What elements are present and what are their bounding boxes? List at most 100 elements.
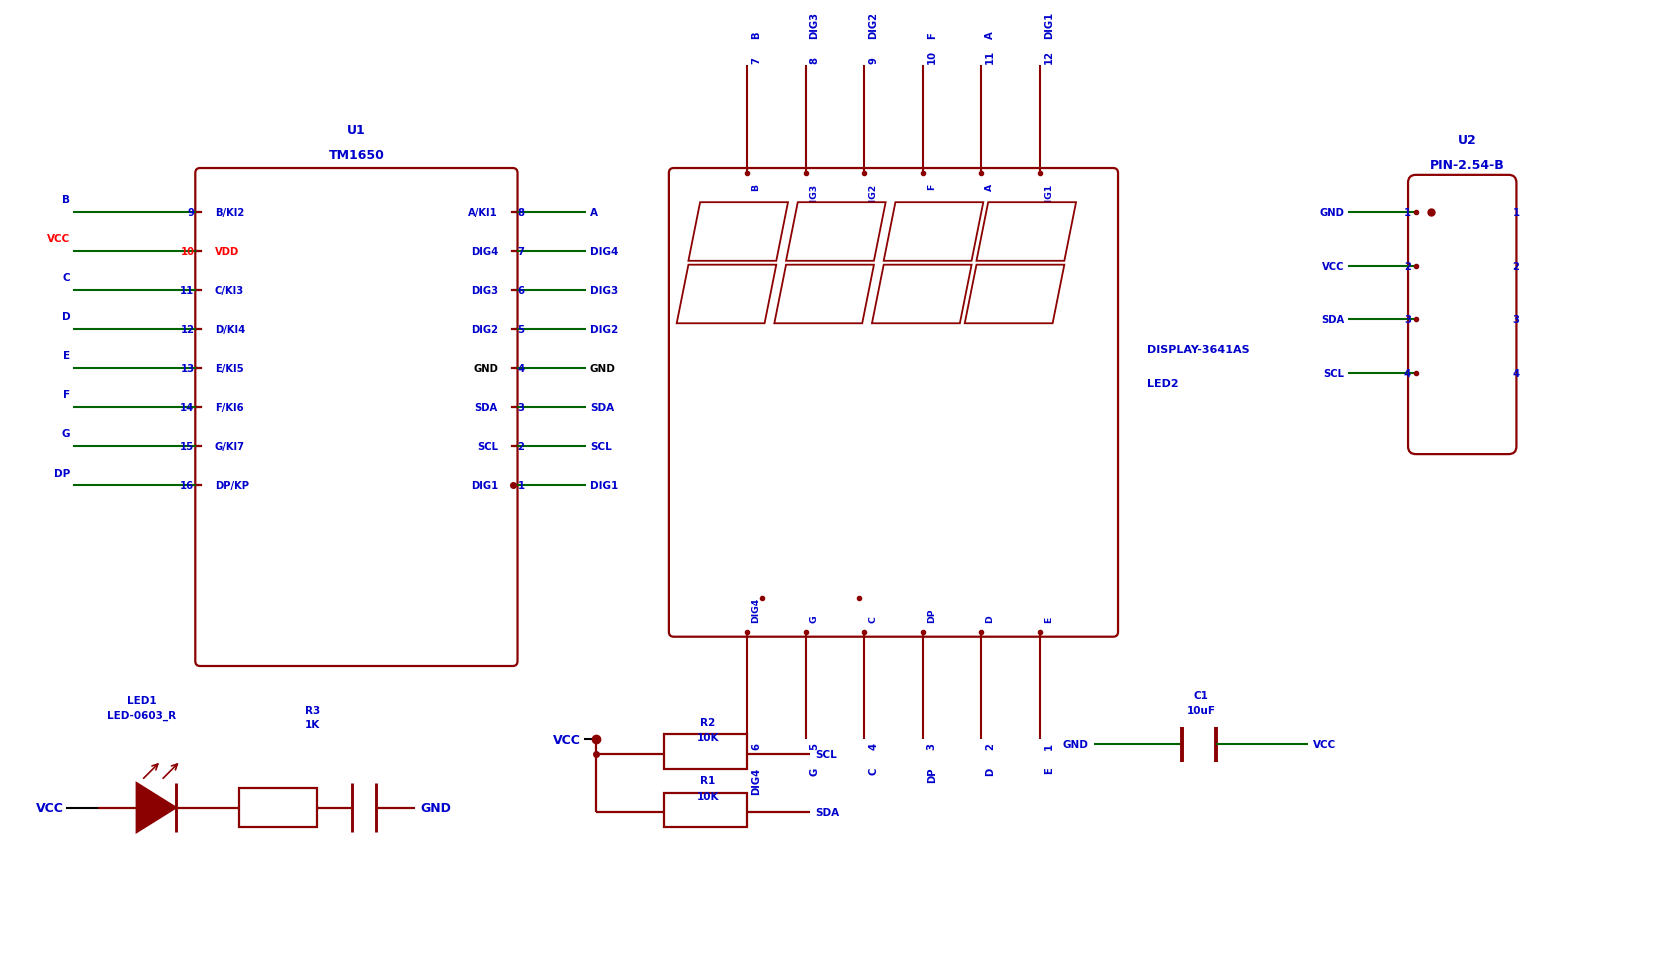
Text: B: B: [63, 195, 70, 205]
Text: R3: R3: [305, 705, 320, 715]
Text: 1: 1: [518, 480, 524, 491]
Text: C: C: [63, 273, 70, 283]
Text: 12: 12: [1044, 50, 1053, 63]
Text: DIG2: DIG2: [868, 12, 878, 39]
Text: 8: 8: [810, 57, 820, 63]
Text: 15: 15: [181, 442, 194, 452]
Text: DP/KP: DP/KP: [214, 480, 249, 491]
Text: GND: GND: [1063, 739, 1088, 750]
Text: 6: 6: [518, 285, 524, 296]
Text: 3: 3: [1513, 315, 1520, 325]
Bar: [239, 788, 317, 827]
Text: F: F: [63, 390, 70, 400]
Text: C/KI3: C/KI3: [214, 285, 244, 296]
Text: B/KI2: B/KI2: [214, 208, 244, 218]
Text: 2: 2: [1513, 261, 1520, 271]
Text: DIG3: DIG3: [810, 12, 820, 39]
Text: 3: 3: [927, 743, 937, 750]
Polygon shape: [775, 265, 874, 324]
Text: DIG1: DIG1: [591, 480, 619, 491]
Polygon shape: [873, 265, 972, 324]
Text: A: A: [985, 32, 995, 39]
Text: R2: R2: [700, 717, 715, 727]
Text: 2: 2: [985, 743, 995, 750]
Text: GND: GND: [420, 801, 451, 814]
Text: DIG3: DIG3: [471, 285, 498, 296]
Text: 14: 14: [181, 403, 194, 413]
Text: VCC: VCC: [1322, 261, 1344, 271]
Text: 4: 4: [518, 364, 524, 374]
Text: VCC: VCC: [1314, 739, 1337, 750]
Text: DIG4: DIG4: [591, 247, 619, 257]
Text: A: A: [591, 208, 597, 218]
Text: D: D: [61, 312, 70, 322]
Text: SDA: SDA: [591, 403, 614, 413]
Text: DIG1: DIG1: [1044, 12, 1053, 39]
Text: 9: 9: [868, 57, 878, 63]
Text: DIG1: DIG1: [1044, 184, 1053, 209]
Text: GND: GND: [473, 364, 498, 374]
Text: 5: 5: [518, 325, 524, 334]
Text: 3: 3: [1404, 315, 1410, 325]
Polygon shape: [786, 203, 886, 261]
Text: LED-0603_R: LED-0603_R: [108, 710, 176, 720]
Text: 5: 5: [810, 743, 820, 750]
FancyBboxPatch shape: [196, 169, 518, 666]
Text: DIG4: DIG4: [471, 247, 498, 257]
Text: 3: 3: [518, 403, 524, 413]
Text: 1K: 1K: [305, 720, 320, 729]
Text: E: E: [63, 351, 70, 361]
Text: 8: 8: [518, 208, 524, 218]
Text: 11: 11: [181, 285, 194, 296]
Text: DIG2: DIG2: [868, 184, 878, 209]
Text: 16: 16: [181, 480, 194, 491]
Text: GND: GND: [1319, 208, 1344, 218]
Text: SDA: SDA: [1321, 315, 1344, 325]
Text: VCC: VCC: [46, 234, 70, 244]
Text: A/KI1: A/KI1: [468, 208, 498, 218]
Bar: [664, 793, 747, 827]
Polygon shape: [136, 783, 176, 832]
Text: 10: 10: [927, 50, 937, 63]
Text: PIN-2.54-B: PIN-2.54-B: [1430, 159, 1505, 172]
Polygon shape: [677, 265, 776, 324]
Text: SDA: SDA: [474, 403, 498, 413]
FancyBboxPatch shape: [669, 169, 1118, 637]
Text: DIG4: DIG4: [752, 597, 760, 623]
Text: G: G: [61, 429, 70, 439]
Text: 7: 7: [752, 57, 761, 63]
Text: U1: U1: [347, 124, 365, 136]
Text: B: B: [752, 184, 760, 190]
Text: LED2: LED2: [1148, 379, 1180, 388]
Text: 10K: 10K: [697, 791, 720, 801]
Polygon shape: [688, 203, 788, 261]
Text: SCL: SCL: [591, 442, 612, 452]
Text: 13: 13: [181, 364, 194, 374]
Text: 9: 9: [187, 208, 194, 218]
Text: SCL: SCL: [815, 750, 838, 759]
Text: DIG2: DIG2: [471, 325, 498, 334]
Text: F/KI6: F/KI6: [214, 403, 244, 413]
Text: B: B: [752, 32, 761, 39]
Text: 10uF: 10uF: [1186, 705, 1216, 715]
Text: G/KI7: G/KI7: [214, 442, 246, 452]
Text: LED1: LED1: [126, 696, 156, 705]
FancyBboxPatch shape: [1408, 176, 1516, 455]
Text: A: A: [985, 184, 994, 190]
Text: DIG3: DIG3: [591, 285, 619, 296]
Text: G: G: [810, 615, 818, 623]
Text: VCC: VCC: [35, 801, 63, 814]
Text: SDA: SDA: [815, 807, 839, 818]
Text: DIG1: DIG1: [471, 480, 498, 491]
Text: C1: C1: [1193, 690, 1208, 701]
Text: GND: GND: [591, 364, 615, 374]
Text: 1: 1: [1513, 208, 1520, 218]
Text: DIG3: DIG3: [810, 184, 818, 209]
Text: 10: 10: [181, 247, 194, 257]
Text: D: D: [985, 615, 994, 623]
Text: C: C: [868, 616, 878, 623]
Text: F: F: [927, 184, 936, 189]
Text: R1: R1: [700, 776, 715, 785]
Text: F: F: [927, 33, 937, 39]
Text: D: D: [985, 767, 995, 775]
